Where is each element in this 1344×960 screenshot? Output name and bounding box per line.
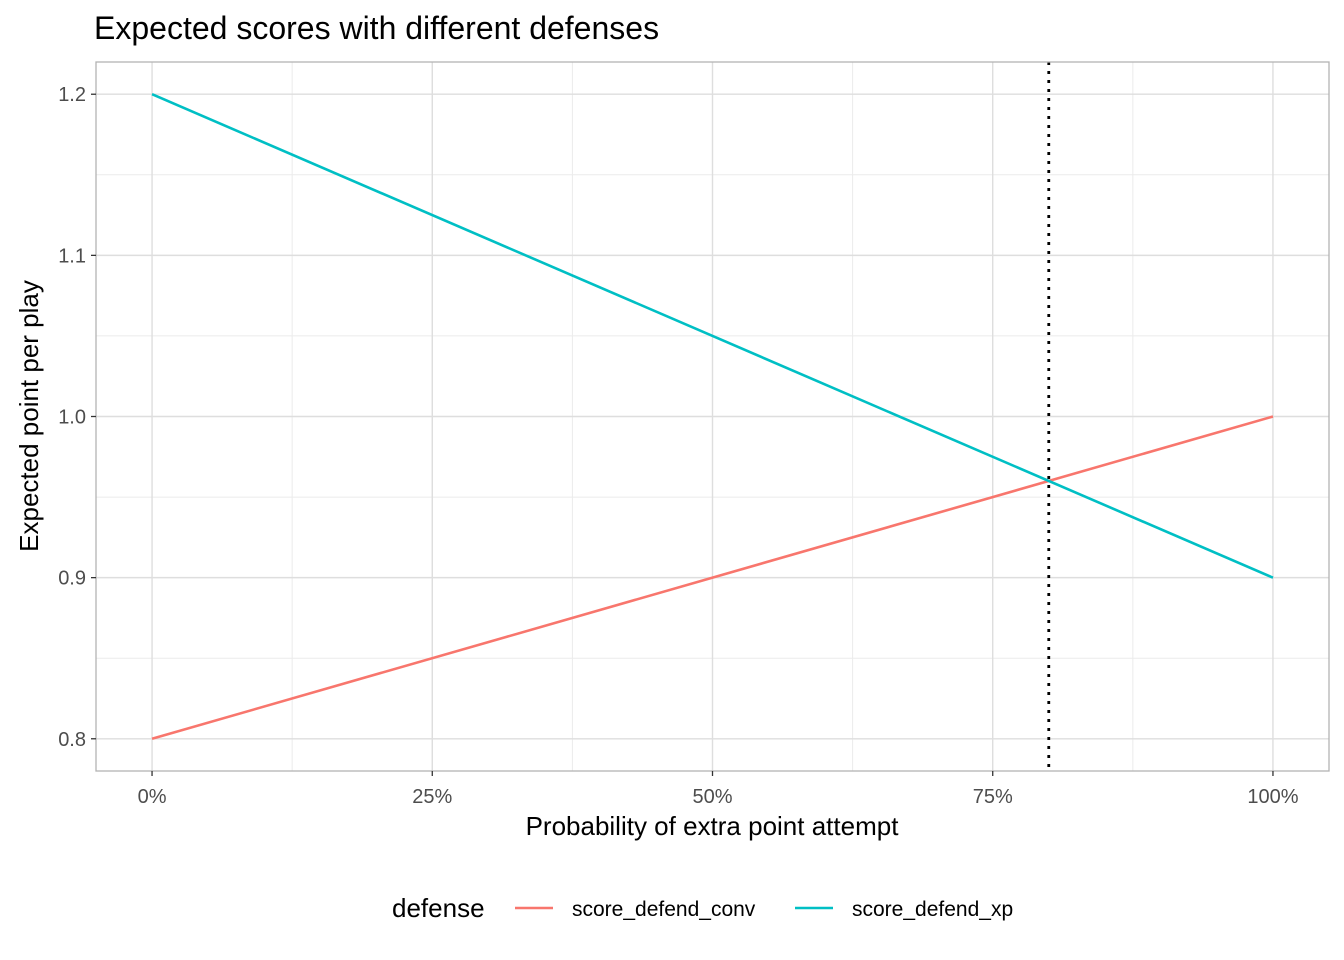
x-tick-label: 50% [692,786,732,808]
x-tick-label: 0% [138,786,167,808]
series-line-score_defend_xp [151,93,1274,579]
x-tick-label: 100% [1247,786,1298,808]
y-tick-label: 1.0 [58,407,86,429]
chart-title: Expected scores with different defenses [94,10,659,46]
x-tick-label: 75% [973,786,1013,808]
legend-items: score_defend_conv score_defend_xp [515,898,1013,921]
series-line-score_defend_conv [151,415,1274,741]
x-tick-label: 25% [412,786,452,808]
legend-label-score_defend_conv: score_defend_conv [572,898,756,921]
x-axis-ticks: 0% 25% 50% 75% 100% [138,771,1299,808]
x-axis-title: Probability of extra point attempt [526,811,900,841]
grid-layer [96,62,1329,771]
y-tick-label: 0.9 [58,568,86,590]
legend-label-score_defend_xp: score_defend_xp [852,898,1013,921]
legend: defense score_defend_conv score_defend_xp [392,893,1013,923]
y-tick-label: 0.8 [58,729,86,751]
series-layer [151,93,1274,741]
y-tick-label: 1.1 [58,245,86,267]
y-axis-ticks: 0.8 0.9 1.0 1.1 1.2 [58,84,96,751]
legend-title: defense [392,893,485,923]
y-tick-label: 1.2 [58,84,86,106]
y-axis-title: Expected point per play [14,280,44,552]
